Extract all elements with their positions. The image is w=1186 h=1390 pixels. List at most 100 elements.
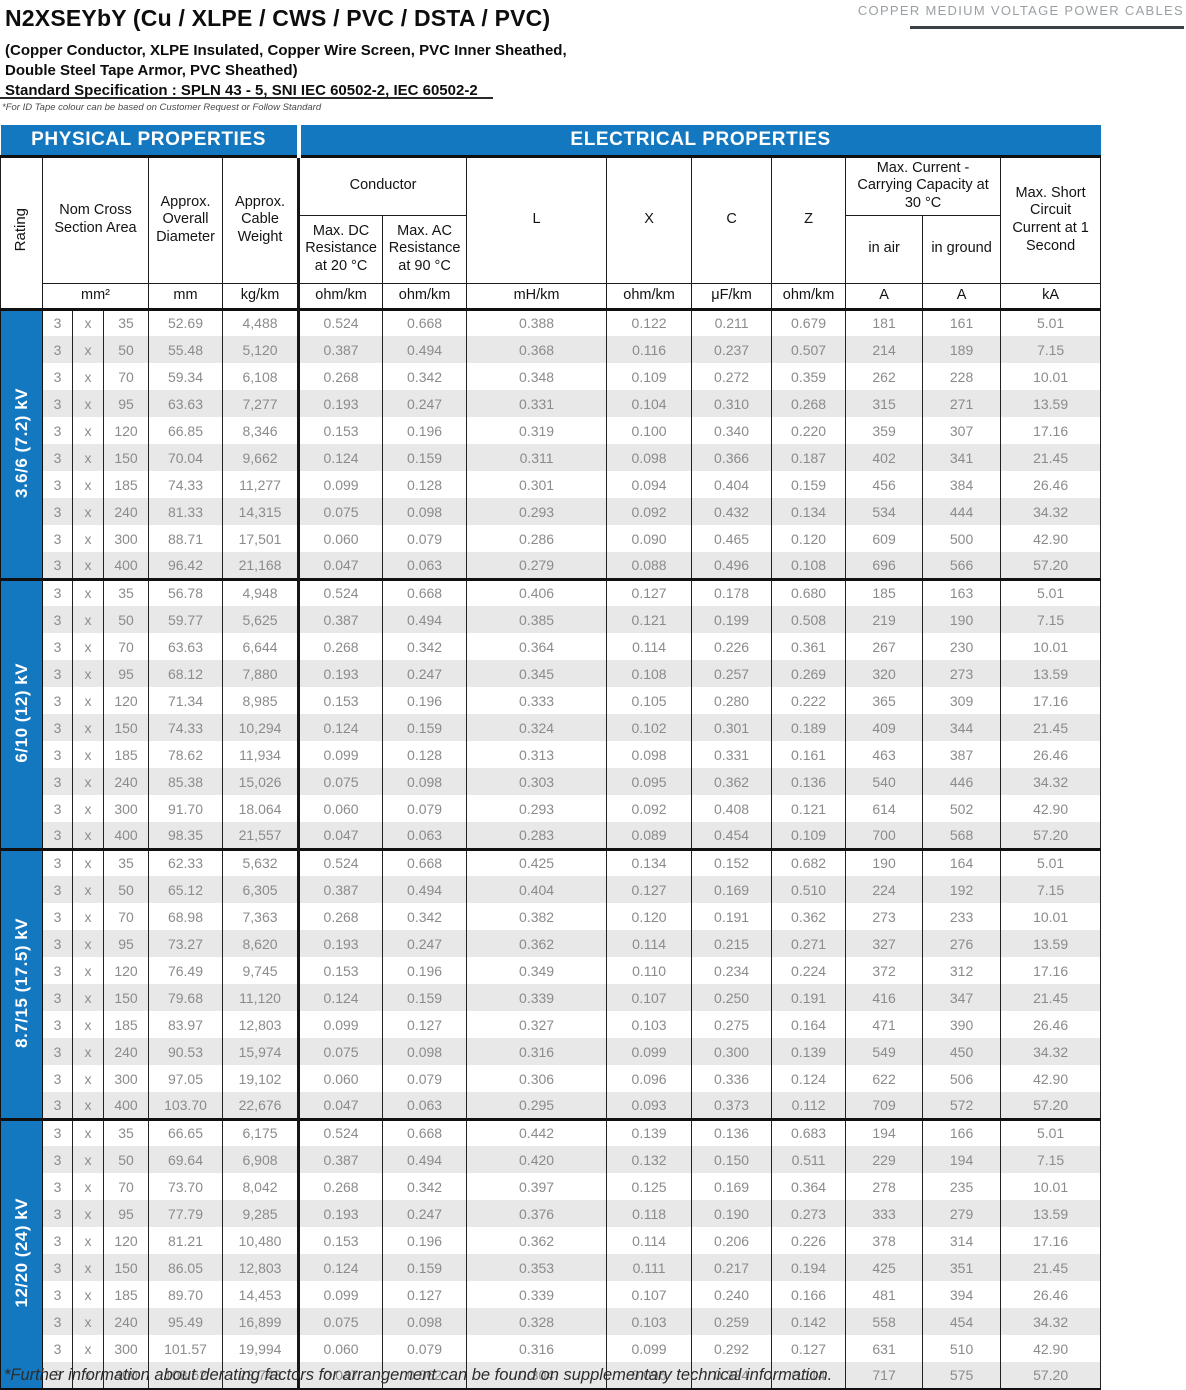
data-cell: 3 — [42, 579, 73, 607]
data-cell: 9,745 — [221, 957, 300, 985]
data-cell: 190 — [845, 849, 924, 877]
data-cell: 400 — [103, 822, 149, 850]
data-cell: 21.45 — [1000, 714, 1102, 742]
data-cell: 273 — [845, 903, 924, 931]
data-cell: 0.191 — [771, 984, 847, 1012]
data-cell: 77.79 — [148, 1200, 223, 1228]
data-cell: x — [72, 390, 104, 418]
data-cell: 8,620 — [221, 930, 300, 958]
data-cell: 402 — [845, 444, 924, 472]
table-row: 3 x 400 96.42 21,168 0.047 0.063 0.279 0.088 0.49… — [1, 552, 1102, 580]
data-cell: 444 — [922, 498, 1002, 526]
data-cell: 400 — [103, 1092, 149, 1120]
data-cell: 0.104 — [606, 390, 693, 418]
table-row: 3.6/6 (7.2) kV 3 x 35 52.69 4,488 0.524 0.668 0.… — [0, 308, 1102, 580]
z-header: Z — [771, 155, 847, 284]
data-cell: 0.385 — [466, 606, 608, 634]
data-cell: 0.273 — [771, 1200, 847, 1228]
data-cell: 0.118 — [606, 1200, 693, 1228]
data-cell: 0.345 — [466, 660, 608, 688]
data-cell: 0.272 — [691, 363, 773, 391]
data-cell: 8,346 — [221, 417, 300, 445]
data-cell: 0.353 — [466, 1254, 608, 1282]
data-cell: 0.075 — [297, 498, 384, 526]
data-cell: 185 — [103, 1281, 149, 1309]
data-cell: 0.096 — [606, 1362, 693, 1390]
unit-kg-km: kg/km — [221, 282, 300, 310]
data-cell: 91.70 — [148, 795, 223, 823]
data-cell: 50 — [103, 876, 149, 904]
data-cell: 50 — [103, 1146, 149, 1174]
data-cell: 0.120 — [771, 525, 847, 553]
data-cell: 0.425 — [466, 849, 608, 877]
data-cell: 42.90 — [1000, 525, 1102, 553]
data-cell: 0.292 — [691, 1335, 773, 1363]
data-cell: 7.15 — [1000, 606, 1102, 634]
data-cell: 387 — [922, 741, 1002, 769]
data-cell: 267 — [845, 633, 924, 661]
table-row: 3 x 240 81.33 14,315 0.075 0.098 0.293 0.092 0.43… — [1, 498, 1102, 526]
dc-resistance-header: Max. DC Resistance at 20 °C — [297, 214, 384, 284]
data-cell: 0.047 — [297, 1092, 384, 1120]
data-cell: 96.42 — [148, 552, 223, 580]
data-cell: 0.127 — [606, 876, 693, 904]
data-cell: 21,168 — [221, 552, 300, 580]
data-cell: 0.194 — [771, 1254, 847, 1282]
data-cell: 57.20 — [1000, 1362, 1102, 1390]
data-cell: 341 — [922, 444, 1002, 472]
data-cell: 0.099 — [606, 1335, 693, 1363]
data-cell: 0.420 — [466, 1146, 608, 1174]
data-cell: 34.32 — [1000, 1308, 1102, 1336]
data-cell: 0.193 — [297, 390, 384, 418]
data-cell: 190 — [922, 606, 1002, 634]
data-cell: 42.90 — [1000, 795, 1102, 823]
section-banner-row: PHYSICAL PROPERTIES ELECTRICAL PROPERTIE… — [0, 125, 1101, 158]
data-cell: 450 — [922, 1038, 1002, 1066]
data-cell: 0.362 — [466, 930, 608, 958]
data-cell: x — [72, 984, 104, 1012]
data-cell: 6,305 — [221, 876, 300, 904]
data-cell: 0.199 — [691, 606, 773, 634]
table-row: 3 x 240 90.53 15,974 0.075 0.098 0.316 0.099 0.30… — [1, 1038, 1102, 1066]
unit-a-ground: A — [922, 282, 1002, 310]
unit-mm: mm — [148, 282, 223, 310]
data-cell: x — [72, 1065, 104, 1093]
table-row: 3 x 185 74.33 11,277 0.099 0.128 0.301 0.094 0.40… — [1, 471, 1102, 499]
data-cell: 185 — [845, 579, 924, 607]
data-cell: 0.406 — [466, 579, 608, 607]
data-cell: 510 — [922, 1335, 1002, 1363]
data-cell: 3 — [42, 363, 73, 391]
data-cell: 34.32 — [1000, 1038, 1102, 1066]
data-cell: 229 — [845, 1146, 924, 1174]
data-cell: 456 — [845, 471, 924, 499]
data-cell: 0.125 — [606, 1173, 693, 1201]
data-cell: x — [72, 498, 104, 526]
data-cell: 10,294 — [221, 714, 300, 742]
data-cell: 66.65 — [148, 1119, 223, 1147]
data-cell: 3 — [42, 1227, 73, 1255]
data-cell: 276 — [922, 930, 1002, 958]
data-cell: 359 — [845, 417, 924, 445]
data-cell: 0.303 — [466, 768, 608, 796]
data-cell: 3 — [42, 309, 73, 337]
data-cell: 0.193 — [297, 660, 384, 688]
data-cell: 0.524 — [297, 579, 384, 607]
data-cell: 35 — [103, 1119, 149, 1147]
table-row: 3 x 185 89.70 14,453 0.099 0.127 0.339 0.107 0.24… — [1, 1281, 1102, 1309]
units-row: mm² mm kg/km ohm/km ohm/km mH/km ohm/km … — [1, 282, 1102, 310]
data-cell: 164 — [922, 849, 1002, 877]
rating-label: 3.6/6 (7.2) kV — [0, 308, 43, 580]
data-cell: 0.196 — [382, 417, 468, 445]
data-cell: 0.387 — [297, 876, 384, 904]
data-cell: x — [72, 1119, 104, 1147]
data-cell: x — [72, 633, 104, 661]
data-cell: 0.316 — [466, 1335, 608, 1363]
data-cell: 0.124 — [297, 984, 384, 1012]
data-cell: 0.387 — [297, 606, 384, 634]
table-row: 3 x 70 59.34 6,108 0.268 0.342 0.348 0.109 0.272 0… — [1, 363, 1102, 391]
table-row: 3 x 300 91.70 18.064 0.060 0.079 0.293 0.092 0.40… — [1, 795, 1102, 823]
data-cell: x — [72, 687, 104, 715]
data-cell: 5.01 — [1000, 849, 1102, 877]
data-cell: 0.153 — [297, 687, 384, 715]
data-cell: 0.098 — [382, 498, 468, 526]
